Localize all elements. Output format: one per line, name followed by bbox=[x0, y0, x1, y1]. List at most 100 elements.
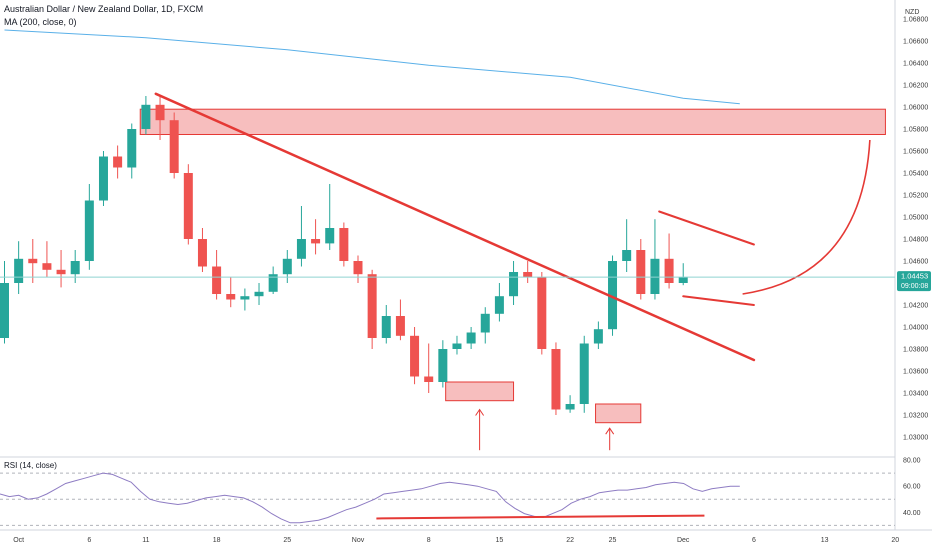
candle-body bbox=[593, 329, 603, 344]
candle-body bbox=[537, 277, 547, 349]
candle-body bbox=[381, 316, 391, 338]
annotation-drawings bbox=[154, 92, 871, 451]
candle-body bbox=[226, 294, 236, 300]
candle-body bbox=[28, 258, 38, 264]
price-tick-label: 1.06400 bbox=[903, 61, 928, 68]
candle-body bbox=[268, 274, 278, 292]
time-tick-label: 20 bbox=[891, 537, 899, 544]
time-tick-label: 15 bbox=[496, 537, 504, 544]
price-tick-label: 1.03800 bbox=[903, 347, 928, 354]
candle-body bbox=[650, 258, 660, 294]
candle-body bbox=[141, 104, 151, 129]
candle-body bbox=[494, 296, 504, 314]
current-price-badge: 1.04453 09:00:08 bbox=[897, 271, 931, 292]
price-tick-label: 1.04600 bbox=[903, 259, 928, 266]
candle-body bbox=[636, 250, 646, 294]
price-tick-label: 1.03400 bbox=[903, 391, 928, 398]
rsi-trendline bbox=[376, 514, 705, 520]
price-tick-label: 1.05200 bbox=[903, 193, 928, 200]
support-zone-2 bbox=[595, 403, 642, 424]
candle-body bbox=[240, 296, 250, 300]
price-tick-label: 1.03600 bbox=[903, 369, 928, 376]
downtrend-line bbox=[154, 92, 756, 362]
candle-body bbox=[622, 250, 632, 261]
annotation-zones bbox=[139, 108, 886, 424]
candle-body bbox=[410, 335, 420, 377]
candle-body bbox=[509, 272, 519, 297]
candle-body bbox=[254, 291, 264, 297]
up-arrow-head bbox=[475, 408, 485, 416]
time-tick-label: 25 bbox=[283, 537, 291, 544]
symbol-title: Australian Dollar / New Zealand Dollar, … bbox=[4, 4, 204, 14]
candle-body bbox=[113, 156, 123, 168]
rsi-pane: 80.00 60.00 40.00 bbox=[0, 458, 921, 526]
candle-body bbox=[608, 261, 618, 330]
price-tick-label: 1.05400 bbox=[903, 171, 928, 178]
time-tick-label: Nov bbox=[352, 537, 365, 544]
candle-body bbox=[70, 261, 80, 275]
price-tick-label: 1.03000 bbox=[903, 435, 928, 442]
time-tick-label: Oct bbox=[13, 537, 24, 544]
candle-body bbox=[579, 343, 589, 404]
candle-body bbox=[466, 332, 476, 344]
price-tick-label: 1.05600 bbox=[903, 149, 928, 156]
projection-curve bbox=[742, 139, 871, 295]
time-tick-label: 6 bbox=[752, 537, 756, 544]
candle-body bbox=[296, 239, 306, 259]
rsi-tick-label: 40.00 bbox=[903, 510, 921, 517]
time-tick-label: 13 bbox=[821, 537, 829, 544]
price-tick-label: 1.06000 bbox=[903, 105, 928, 112]
candle-body bbox=[212, 266, 222, 294]
current-price-value: 1.04453 bbox=[901, 272, 928, 281]
time-tick-label: 25 bbox=[609, 537, 617, 544]
ma-indicator-label[interactable]: MA (200, close, 0) bbox=[4, 17, 77, 27]
candle-body bbox=[339, 228, 349, 261]
price-panel bbox=[0, 0, 932, 531]
candle-body bbox=[14, 258, 24, 283]
candle-body bbox=[56, 269, 66, 275]
candle-body bbox=[664, 258, 674, 283]
candle-body bbox=[325, 228, 335, 244]
price-tick-label: 1.06200 bbox=[903, 83, 928, 90]
bar-countdown: 09:00:08 bbox=[901, 283, 928, 290]
price-tick-label: 1.05800 bbox=[903, 127, 928, 134]
support-zone-1 bbox=[445, 381, 515, 402]
rsi-line bbox=[0, 472, 740, 524]
price-tick-label: 1.04800 bbox=[903, 237, 928, 244]
price-tick-label: 1.03200 bbox=[903, 413, 928, 420]
price-tick-label: 1.06800 bbox=[903, 17, 928, 24]
candle-body bbox=[282, 258, 292, 275]
price-tick-label: 1.04200 bbox=[903, 303, 928, 310]
rsi-indicator-label[interactable]: RSI (14, close) bbox=[4, 461, 57, 470]
candle-body bbox=[523, 272, 533, 278]
candle-body bbox=[353, 261, 363, 275]
candle-body bbox=[424, 376, 434, 382]
candle-body bbox=[367, 274, 377, 338]
price-tick-label: 1.04000 bbox=[903, 325, 928, 332]
candle-body bbox=[197, 239, 207, 267]
candle-body bbox=[127, 129, 137, 168]
candle-body bbox=[311, 239, 321, 244]
price-axis: 1.06800 1.06600 1.06400 1.06200 1.06000 1.058… bbox=[903, 17, 928, 442]
time-tick-label: 18 bbox=[213, 537, 221, 544]
time-axis: Oct 6 11 18 25 Nov 8 15 22 25 Dec 6 13 20 bbox=[13, 537, 899, 544]
candle-body bbox=[452, 343, 462, 349]
candle-body bbox=[0, 283, 9, 338]
candles bbox=[0, 96, 688, 415]
candle-body bbox=[438, 349, 448, 382]
time-tick-label: 11 bbox=[142, 537, 149, 544]
candle-body bbox=[551, 349, 561, 410]
up-arrow-head bbox=[605, 427, 615, 435]
candle-body bbox=[565, 404, 575, 410]
time-tick-label: Dec bbox=[677, 537, 690, 544]
rsi-tick-label: 80.00 bbox=[903, 458, 921, 465]
candle-body bbox=[395, 316, 405, 336]
candle-body bbox=[169, 120, 179, 173]
moving-average-line bbox=[4, 29, 740, 105]
candle-body bbox=[183, 173, 193, 239]
wedge-lower-line bbox=[682, 295, 755, 306]
currency-label: NZD bbox=[905, 9, 919, 16]
time-tick-label: 22 bbox=[566, 537, 574, 544]
candle-body bbox=[678, 277, 688, 283]
